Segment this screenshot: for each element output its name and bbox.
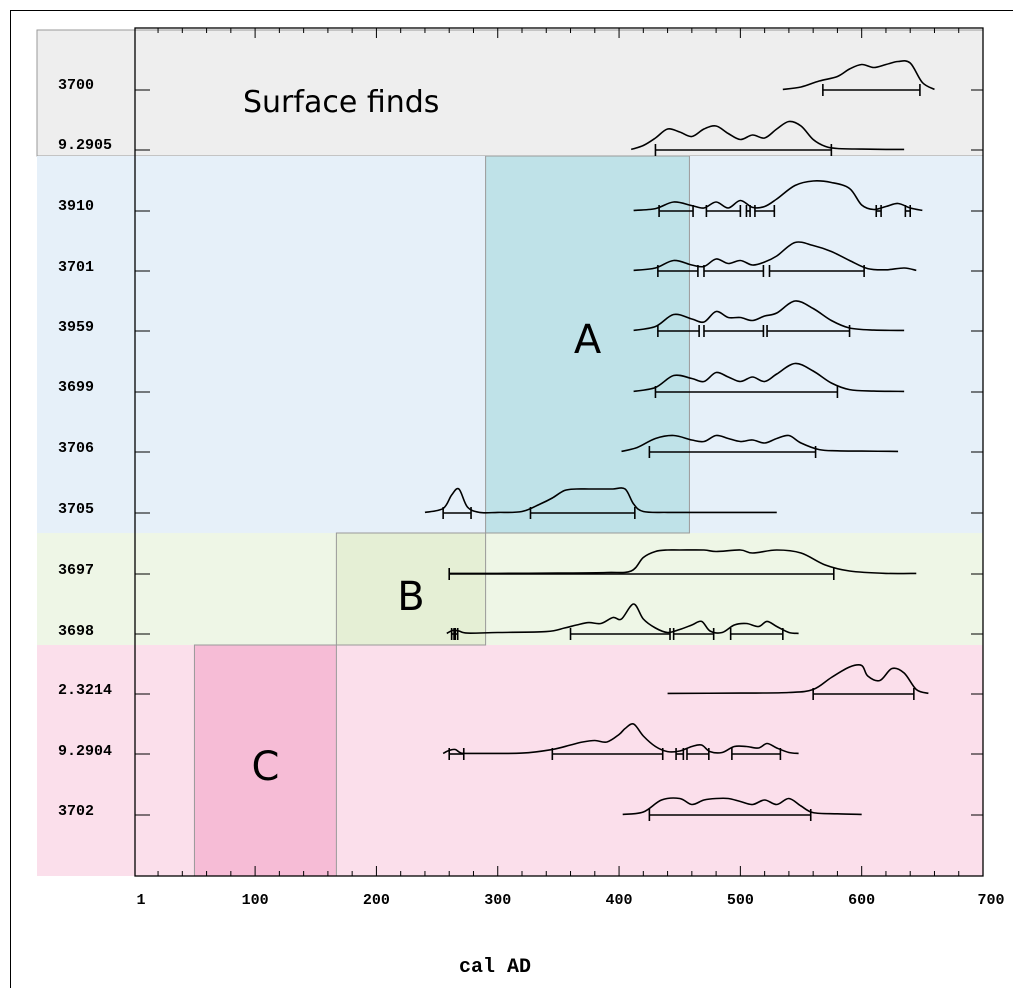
sample-label-3700: 3700 <box>58 77 94 94</box>
x-axis-label: cal AD <box>459 956 531 979</box>
density-curve-3697 <box>449 549 917 575</box>
x-axis-ticks: 1 100 200 300 400 500 600 700 <box>136 892 1004 909</box>
density-curve-2.3214 <box>667 663 929 695</box>
sample-labels: 3700 9.2905 3910 3701 3959 3699 3706 3705 3697 36… <box>58 77 112 820</box>
sample-label-3701: 3701 <box>58 259 94 276</box>
sample-label-3910: 3910 <box>58 198 94 215</box>
series-3699 <box>633 362 905 398</box>
sample-label-3699: 3699 <box>58 379 94 396</box>
page-border <box>10 10 1013 988</box>
density-curve-3706 <box>621 434 899 453</box>
density-curve-9.2905 <box>630 120 905 151</box>
series-3910 <box>633 180 923 217</box>
series-3702 <box>622 797 862 821</box>
series-3706 <box>621 434 899 458</box>
sample-label-2.3214: 2.3214 <box>58 682 112 699</box>
probability-curves <box>424 60 935 821</box>
group-highlights <box>193 155 690 877</box>
series-3705 <box>424 487 777 519</box>
x-tick-label-100: 100 <box>242 892 269 909</box>
series-2.3214 <box>667 663 929 700</box>
sample-label-3706: 3706 <box>58 440 94 457</box>
density-curve-3698 <box>446 603 799 635</box>
series-9.2904 <box>442 722 799 760</box>
density-curve-3700 <box>782 60 935 91</box>
sample-label-9.2904: 9.2904 <box>58 743 112 760</box>
x-tick-label-200: 200 <box>363 892 390 909</box>
group-band-1 <box>36 29 984 157</box>
density-curve-3705 <box>424 487 777 514</box>
x-tick-label-700: 700 <box>977 892 1004 909</box>
group-label-3: B <box>397 574 424 620</box>
series-3697 <box>448 549 917 580</box>
x-tick-label-600: 600 <box>848 892 875 909</box>
group-highlight-C <box>193 644 337 877</box>
x-tick-label-300: 300 <box>484 892 511 909</box>
sample-label-3702: 3702 <box>58 803 94 820</box>
group-band-4 <box>37 645 983 876</box>
series-3701 <box>633 241 917 277</box>
group-highlight-B <box>335 532 487 646</box>
sample-label-9.2905: 9.2905 <box>58 137 112 154</box>
group-label-1: Surface finds <box>243 85 439 120</box>
group-labels: Surface finds A B C <box>243 85 602 790</box>
x-tick-label-500: 500 <box>727 892 754 909</box>
group-highlight-A <box>485 155 690 534</box>
density-curve-3699 <box>633 362 905 393</box>
series-9.2905 <box>630 120 905 156</box>
group-label-2: A <box>574 317 602 363</box>
density-curve-3701 <box>633 241 917 272</box>
series-3700 <box>782 60 935 96</box>
sample-label-3959: 3959 <box>58 319 94 336</box>
plot-frame <box>134 27 984 877</box>
density-curve-3910 <box>633 180 923 212</box>
sample-label-3705: 3705 <box>58 501 94 518</box>
sample-label-3698: 3698 <box>58 623 94 640</box>
density-curve-3702 <box>622 797 862 816</box>
group-band-3 <box>37 533 983 645</box>
series-3698 <box>446 603 799 640</box>
group-label-4: C <box>251 744 279 790</box>
series-3959 <box>633 300 905 337</box>
sample-label-3697: 3697 <box>58 562 94 579</box>
x-tick-label-1: 1 <box>136 892 145 909</box>
x-tick-label-400: 400 <box>606 892 633 909</box>
density-curve-9.2904 <box>442 722 799 755</box>
density-curve-3959 <box>633 300 905 332</box>
